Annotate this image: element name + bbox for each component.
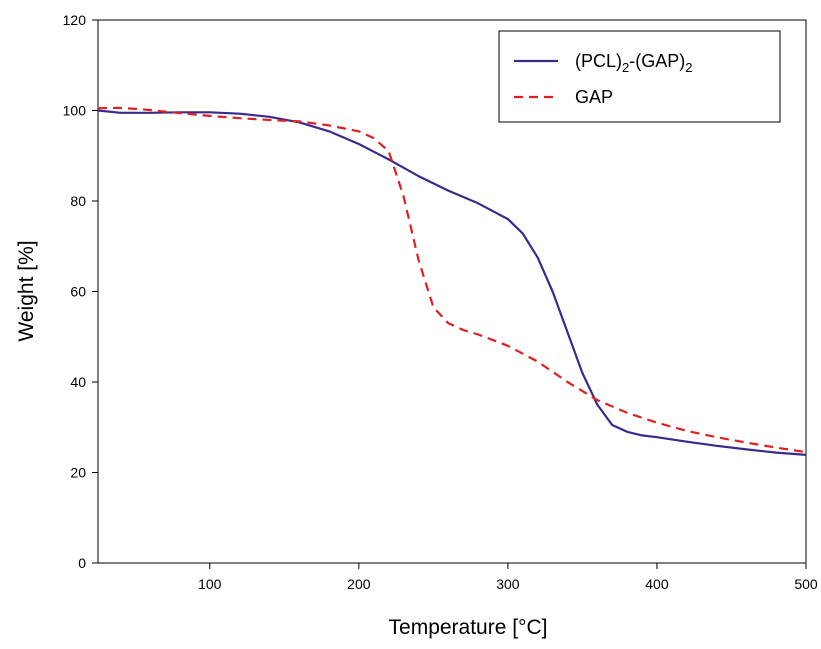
legend-box xyxy=(498,30,781,123)
x-tick-label: 100 xyxy=(198,576,222,592)
legend: (PCL)2-(GAP)2 GAP xyxy=(498,30,781,123)
series-line-gap xyxy=(97,106,807,454)
x-tick-label: 500 xyxy=(794,576,818,592)
y-tick-label: 120 xyxy=(63,12,87,28)
x-tick-label: 300 xyxy=(496,576,520,592)
legend-label-part-b: -(GAP) xyxy=(629,51,685,71)
legend-label-sub-2: 2 xyxy=(685,60,692,75)
y-tick-label: 80 xyxy=(70,193,86,209)
x-tick-label: 400 xyxy=(645,576,669,592)
legend-label-gap: GAP xyxy=(575,87,613,107)
y-tick-label: 40 xyxy=(70,374,86,390)
y-tick-label: 60 xyxy=(70,284,86,300)
axes-layer: 100 200 300 400 500 0 20 40 60 80 100 120 xyxy=(63,12,818,592)
legend-label-sub-1: 2 xyxy=(622,60,629,75)
y-tick-label: 20 xyxy=(70,465,86,481)
x-tick-label: 200 xyxy=(347,576,371,592)
x-axis-title: Temperature [°C] xyxy=(389,616,548,639)
y-axis-title: Weight [%] xyxy=(15,240,38,341)
legend-label-part-a: (PCL) xyxy=(575,51,622,71)
series-line-pcl-gap xyxy=(97,109,807,456)
y-tick-label: 0 xyxy=(78,555,86,571)
legend-label-pcl-gap: (PCL)2-(GAP)2 xyxy=(575,51,692,75)
series-layer xyxy=(97,106,807,456)
y-tick-label: 100 xyxy=(63,103,87,119)
